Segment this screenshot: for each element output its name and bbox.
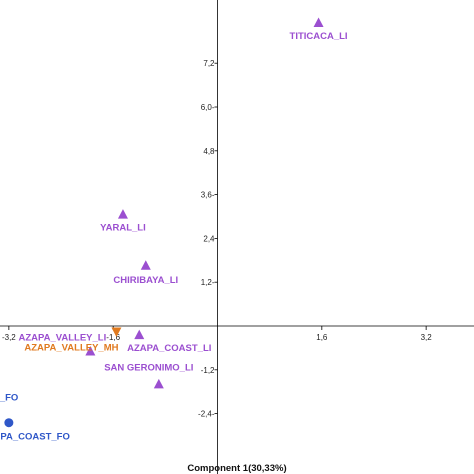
- data-point: APA_COAST_FO: [0, 418, 70, 443]
- x-tick-label: 3,2: [421, 333, 433, 342]
- data-point: YARAL_LI: [100, 209, 146, 234]
- triangle-up-marker: [313, 17, 324, 28]
- y-tick-label: 7,2: [203, 59, 215, 68]
- triangle-up-marker: [134, 329, 145, 340]
- triangle-up-marker: [85, 346, 96, 356]
- data-point: LLEY_FO: [0, 393, 18, 404]
- y-tick-label: -2,4-: [198, 410, 215, 419]
- data-points: TITICACA_LI YARAL_LI CHIRIBAYA_LI AZAPA_VAL…: [0, 17, 348, 443]
- data-point: TITICACA_LI: [290, 17, 348, 42]
- y-tick-label: 3,6-: [201, 191, 215, 200]
- triangle-up-marker: [117, 209, 128, 219]
- data-point: SAN GERONIMO_LI: [104, 362, 193, 389]
- data-point: AZAPA_COAST_LI: [127, 329, 211, 354]
- point-label: YARAL_LI: [100, 223, 146, 234]
- x-tick-label: -1,6: [106, 333, 120, 342]
- x-tick-label: 1,6: [316, 333, 328, 342]
- triangle-up-marker: [153, 378, 164, 389]
- y-tick-label: 1,2-: [201, 278, 215, 287]
- y-tick-label: -1,2: [201, 366, 215, 375]
- point-label: AZAPA_VALLEY_MH: [24, 342, 118, 353]
- circle-marker: [4, 418, 14, 428]
- point-label: APA_COAST_FO: [0, 432, 70, 443]
- y-axis-ticks: 7,2 6,0- 4,8 3,6- 2,4 1,2- -1,2 -2,4-: [198, 59, 218, 419]
- point-label: CHIRIBAYA_LI: [113, 275, 178, 286]
- x-tick-label: -3,2: [2, 333, 16, 342]
- triangle-up-marker: [140, 260, 151, 270]
- triangle-down-marker: [111, 327, 122, 337]
- data-point: CHIRIBAYA_LI: [113, 260, 178, 286]
- point-label: AZAPA_VALLEY_LI: [18, 333, 106, 344]
- data-point: AZAPA_VALLEY_MH: [24, 327, 122, 353]
- y-tick-label: 2,4: [203, 234, 215, 243]
- y-tick-label: 6,0-: [201, 103, 215, 112]
- y-tick-label: 4,8: [203, 147, 215, 156]
- x-axis-title: Component 1(30,33%): [187, 463, 286, 474]
- point-label: TITICACA_LI: [290, 31, 348, 42]
- data-point: AZAPA_VALLEY_LI: [18, 333, 106, 356]
- point-label: SAN GERONIMO_LI: [104, 362, 193, 373]
- point-label: AZAPA_COAST_LI: [127, 343, 211, 354]
- point-label: LLEY_FO: [0, 393, 18, 404]
